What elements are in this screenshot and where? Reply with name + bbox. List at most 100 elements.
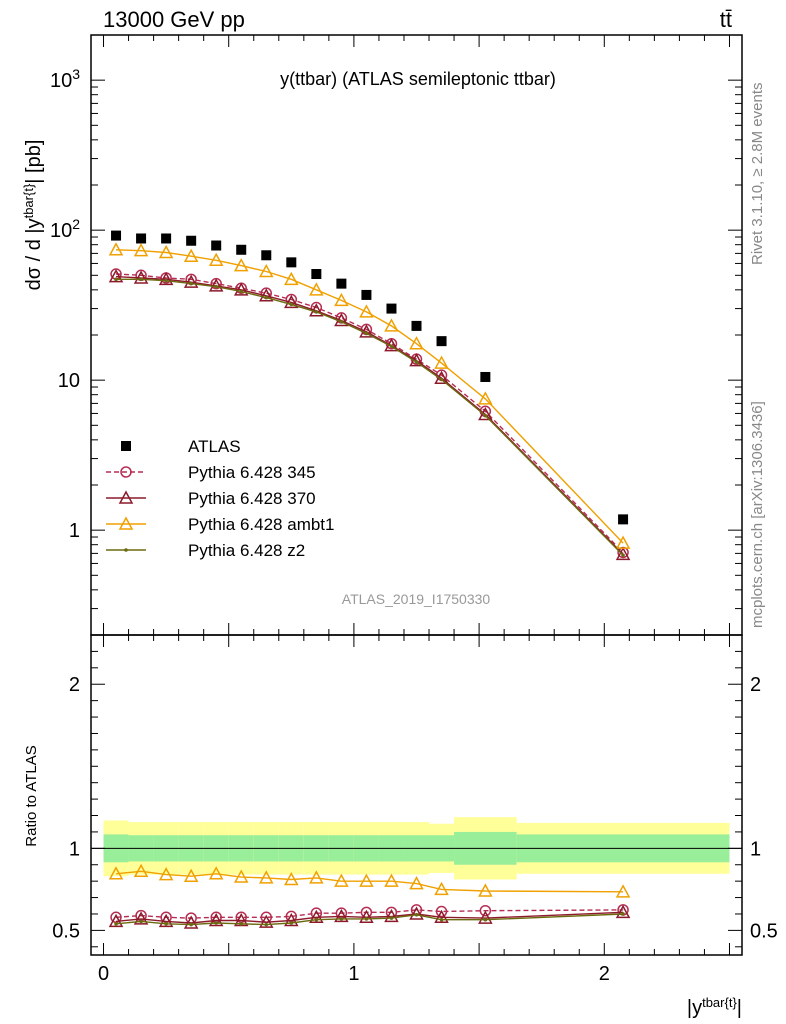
analysis-watermark: ATLAS_2019_I1750330 — [342, 591, 491, 607]
data-point — [108, 866, 124, 880]
series-line — [115, 273, 624, 553]
data-point — [183, 868, 199, 882]
data-point — [389, 916, 394, 920]
data-point — [309, 870, 324, 884]
data-point — [434, 909, 449, 924]
data-point — [183, 915, 199, 929]
legend-entry: ATLAS — [188, 437, 241, 456]
main-y-tick-label: 10 — [58, 370, 80, 392]
ratio-y-tick-label-right: 0.5 — [750, 920, 778, 942]
legend-marker — [120, 466, 132, 478]
data-point — [311, 269, 322, 280]
data-point — [336, 278, 347, 289]
data-point — [411, 320, 422, 331]
data-point — [158, 271, 174, 286]
data-point — [161, 233, 172, 244]
data-point — [183, 274, 199, 288]
data-point — [434, 355, 449, 369]
data-point — [158, 244, 174, 259]
ratio-y-tick-label-left: 1 — [69, 838, 80, 860]
legend-marker — [118, 516, 134, 530]
main-y-tick-label: 1 — [69, 520, 80, 542]
series-line — [115, 275, 624, 555]
data-point — [114, 922, 118, 926]
x-axis-label: |ytbar{t}| — [687, 995, 742, 1020]
x-tick-label: 1 — [348, 963, 359, 985]
data-series — [108, 230, 631, 929]
data-point — [364, 331, 369, 336]
legend-entry: Pythia 6.428 z2 — [188, 541, 305, 560]
data-point — [239, 922, 244, 926]
data-point — [108, 242, 124, 256]
data-point — [384, 873, 399, 887]
data-point — [214, 921, 218, 925]
data-point — [264, 295, 269, 300]
data-point — [114, 277, 118, 282]
data-point — [384, 318, 399, 332]
data-point — [259, 870, 274, 884]
data-point — [479, 904, 492, 917]
header-left: 13000 GeV pp — [103, 7, 245, 32]
legend-marker — [118, 490, 134, 504]
data-point — [133, 911, 149, 925]
data-point — [618, 514, 629, 525]
data-point — [284, 871, 299, 886]
data-point — [208, 278, 224, 292]
rivet-label: Rivet 3.1.10, ≥ 2.8M events — [749, 83, 766, 266]
data-point — [183, 248, 199, 262]
x-tick-label: 0 — [98, 963, 109, 985]
data-point — [233, 282, 249, 296]
data-point — [314, 310, 319, 314]
data-point — [361, 289, 372, 300]
data-point — [615, 546, 631, 561]
ratio-y-axis-label: Ratio to ATLAS — [23, 745, 40, 846]
data-point — [284, 912, 299, 927]
data-point — [289, 302, 294, 307]
ratio-y-tick-label-right: 1 — [750, 838, 761, 860]
data-point — [409, 906, 424, 920]
ratio-y-tick-label-right: 2 — [750, 674, 761, 696]
data-point — [289, 921, 294, 925]
data-point — [233, 258, 249, 272]
data-point — [386, 303, 397, 314]
mcplots-label: mcplots.cern.ch [arXiv:1306.3436] — [749, 401, 766, 628]
data-point — [133, 270, 149, 284]
data-point — [139, 919, 143, 924]
data-point — [259, 263, 274, 278]
legend-entry: Pythia 6.428 ambt1 — [188, 515, 334, 534]
data-point — [621, 912, 625, 916]
data-point — [615, 535, 631, 549]
data-point — [139, 277, 143, 282]
ratio-uncertainty-bands — [91, 817, 742, 880]
legend-marker — [124, 548, 128, 552]
main-y-tick-label: 103 — [50, 66, 80, 92]
data-point — [239, 289, 244, 294]
data-point — [164, 278, 168, 283]
data-point — [314, 917, 319, 922]
data-point — [478, 406, 493, 421]
data-point — [439, 377, 444, 382]
data-point — [133, 243, 149, 257]
series-line — [115, 249, 624, 544]
legend-entry: Pythia 6.428 370 — [188, 489, 316, 508]
data-point — [261, 250, 272, 261]
axes: 0 1 2 1 10 102 103 0.5 0.5 1 1 2 2 — [50, 34, 778, 985]
data-point — [133, 863, 149, 878]
data-point — [284, 271, 299, 286]
main-title: y(ttbar) (ATLAS semileptonic ttbar) — [280, 69, 556, 89]
data-point — [108, 913, 124, 928]
data-point — [233, 869, 249, 883]
series-line — [116, 278, 624, 556]
data-point — [478, 910, 493, 924]
ratio-y-tick-label-left: 2 — [69, 674, 80, 696]
data-point — [414, 360, 419, 364]
data-point — [359, 909, 374, 924]
data-point — [186, 235, 197, 246]
data-point — [286, 257, 297, 268]
data-point — [236, 244, 247, 255]
x-tick-label: 2 — [599, 963, 610, 985]
ratio-panel-frame — [90, 634, 743, 956]
data-point — [615, 884, 631, 898]
data-point — [339, 917, 344, 921]
